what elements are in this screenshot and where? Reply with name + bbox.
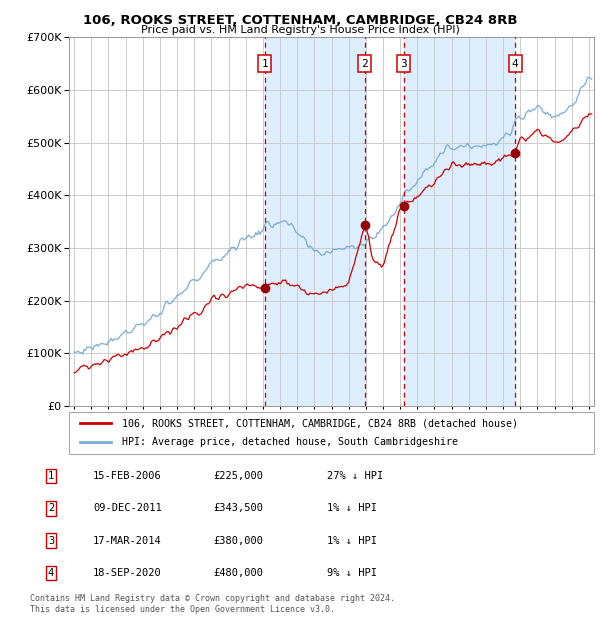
Text: 4: 4 xyxy=(48,568,54,578)
Text: £225,000: £225,000 xyxy=(213,471,263,481)
Text: Price paid vs. HM Land Registry's House Price Index (HPI): Price paid vs. HM Land Registry's House … xyxy=(140,25,460,35)
Text: 18-SEP-2020: 18-SEP-2020 xyxy=(93,568,162,578)
Text: 3: 3 xyxy=(400,58,407,69)
Text: £343,500: £343,500 xyxy=(213,503,263,513)
Text: 2: 2 xyxy=(48,503,54,513)
Text: 17-MAR-2014: 17-MAR-2014 xyxy=(93,536,162,546)
Text: 3: 3 xyxy=(48,536,54,546)
Text: 106, ROOKS STREET, COTTENHAM, CAMBRIDGE, CB24 8RB (detached house): 106, ROOKS STREET, COTTENHAM, CAMBRIDGE,… xyxy=(121,418,517,428)
Text: 2: 2 xyxy=(361,58,368,69)
Text: 15-FEB-2006: 15-FEB-2006 xyxy=(93,471,162,481)
Text: 106, ROOKS STREET, COTTENHAM, CAMBRIDGE, CB24 8RB: 106, ROOKS STREET, COTTENHAM, CAMBRIDGE,… xyxy=(83,14,517,27)
Text: 9% ↓ HPI: 9% ↓ HPI xyxy=(327,568,377,578)
Bar xyxy=(404,37,515,406)
Text: 1% ↓ HPI: 1% ↓ HPI xyxy=(327,536,377,546)
Text: HPI: Average price, detached house, South Cambridgeshire: HPI: Average price, detached house, Sout… xyxy=(121,438,458,448)
Text: 1: 1 xyxy=(262,58,268,69)
FancyBboxPatch shape xyxy=(69,412,594,454)
Text: Contains HM Land Registry data © Crown copyright and database right 2024.: Contains HM Land Registry data © Crown c… xyxy=(30,593,395,603)
Bar xyxy=(265,37,365,406)
Text: 09-DEC-2011: 09-DEC-2011 xyxy=(93,503,162,513)
Text: This data is licensed under the Open Government Licence v3.0.: This data is licensed under the Open Gov… xyxy=(30,604,335,614)
Text: £380,000: £380,000 xyxy=(213,536,263,546)
Text: 1% ↓ HPI: 1% ↓ HPI xyxy=(327,503,377,513)
Text: 27% ↓ HPI: 27% ↓ HPI xyxy=(327,471,383,481)
Text: £480,000: £480,000 xyxy=(213,568,263,578)
Text: 4: 4 xyxy=(512,58,518,69)
Text: 1: 1 xyxy=(48,471,54,481)
